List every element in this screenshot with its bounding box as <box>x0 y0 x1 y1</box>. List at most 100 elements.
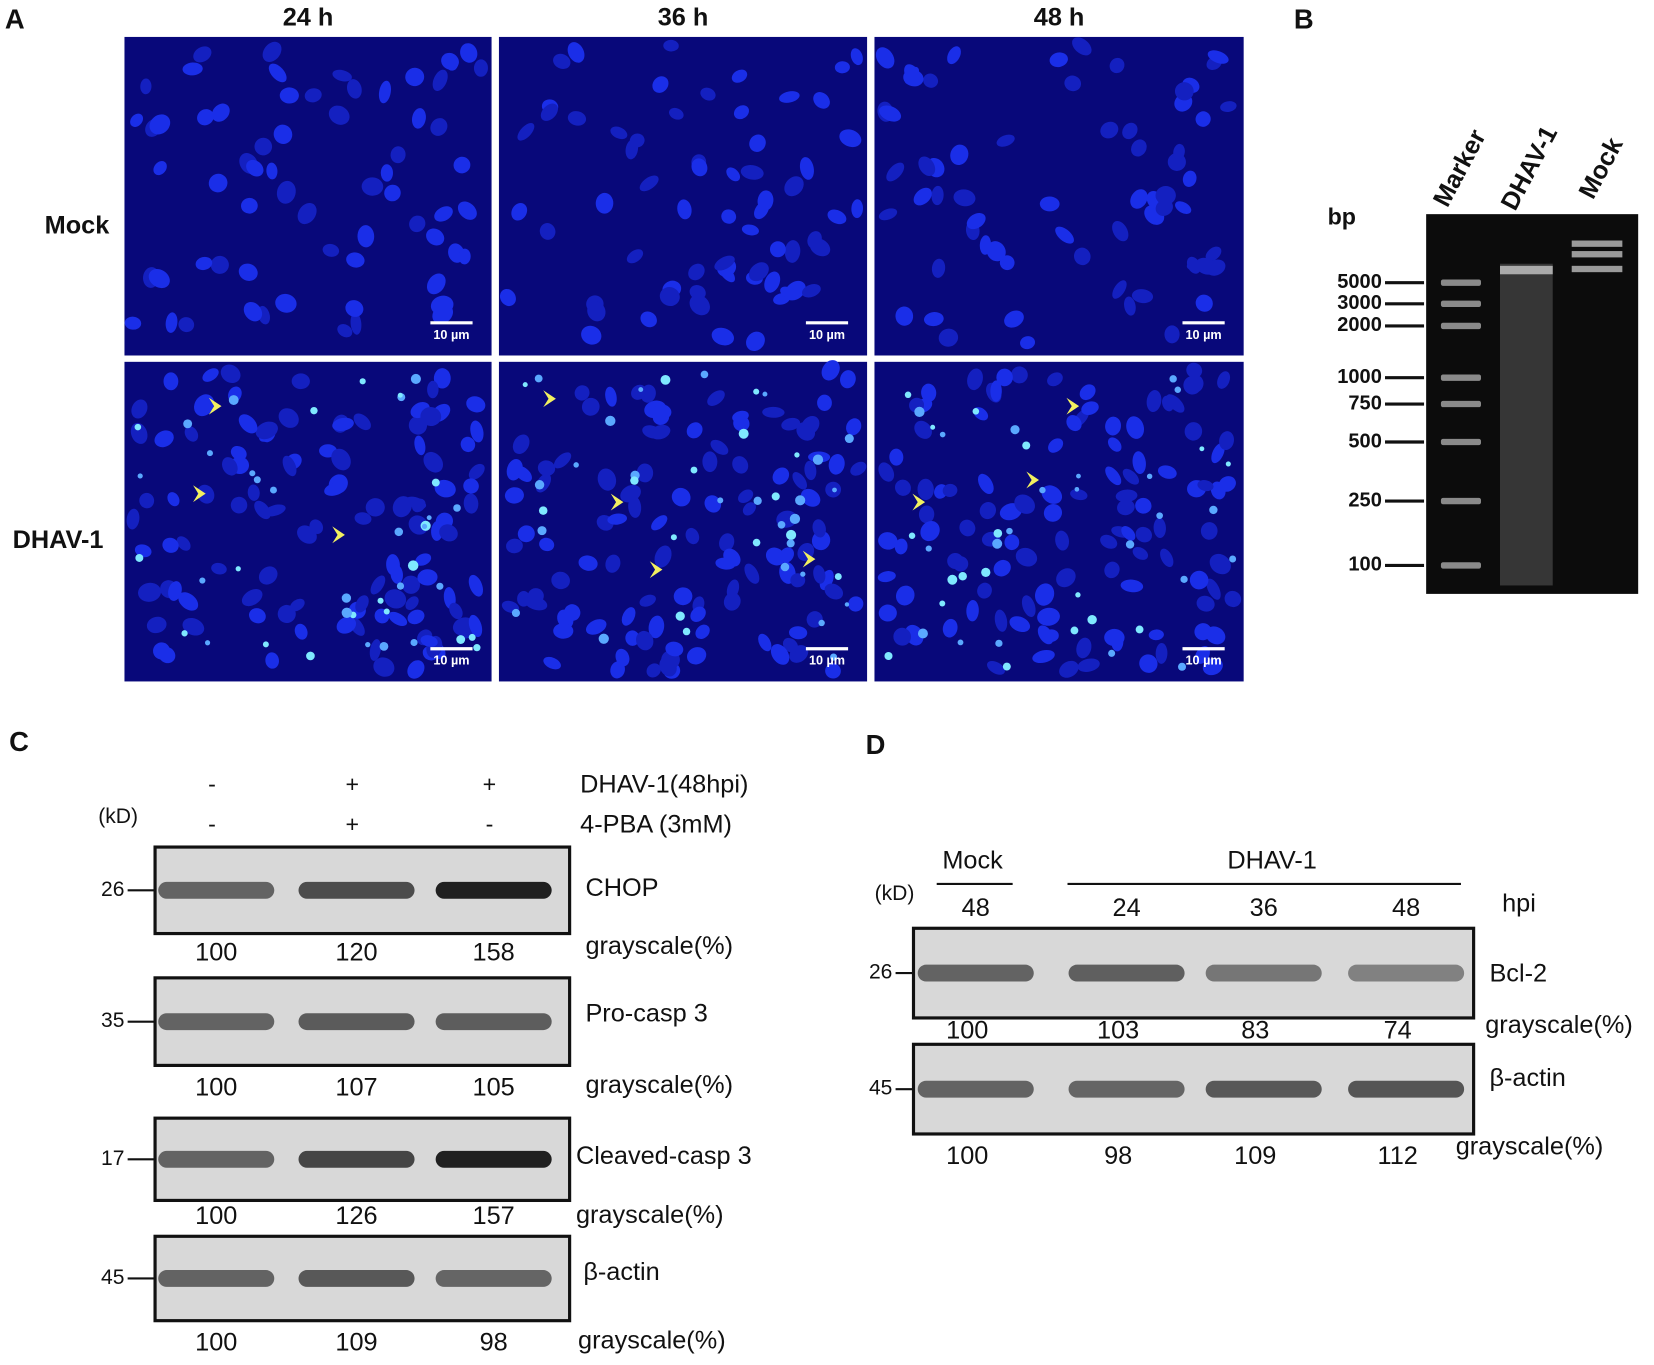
nucleus <box>895 585 915 606</box>
nucleus <box>996 368 1013 387</box>
nucleus <box>499 288 516 307</box>
treatment-sign: - <box>486 811 494 837</box>
band <box>158 1013 275 1031</box>
nucleus <box>1153 517 1166 539</box>
blot-name: Cleaved-casp 3 <box>576 1142 752 1170</box>
nucleus <box>894 479 911 496</box>
kd-label: 45 <box>869 1077 892 1100</box>
apoptotic-nucleus <box>573 462 579 468</box>
nucleus <box>430 118 448 136</box>
nucleus <box>441 52 459 70</box>
nucleus <box>551 571 570 590</box>
blot-name: CHOP <box>585 874 658 902</box>
nucleus <box>813 565 826 584</box>
nucleus <box>1122 468 1140 485</box>
nucleus <box>527 588 544 604</box>
nucleus <box>220 364 241 384</box>
apoptotic-nucleus <box>262 641 269 648</box>
nucleus <box>721 209 737 224</box>
apoptotic-nucleus <box>818 619 825 627</box>
nucleus <box>433 368 451 389</box>
nucleus <box>895 306 914 326</box>
nucleus <box>1048 438 1064 453</box>
nucleus <box>370 575 386 595</box>
nucleus <box>1124 296 1136 316</box>
nucleus <box>1004 310 1024 328</box>
nucleus <box>711 327 735 346</box>
nucleus <box>258 566 278 585</box>
apoptotic-nucleus <box>844 602 850 607</box>
band <box>1348 964 1465 982</box>
nucleus <box>275 293 297 313</box>
nucleus <box>1160 548 1174 568</box>
apoptotic-nucleus <box>771 492 780 501</box>
nucleus <box>848 596 864 612</box>
nucleus <box>1183 376 1202 395</box>
nucleus <box>1004 534 1020 551</box>
arrowhead <box>193 485 206 503</box>
nucleus <box>1173 143 1185 161</box>
kd-label: 45 <box>101 1266 124 1289</box>
nucleus <box>1184 422 1203 441</box>
grayscale-caption: grayscale(%) <box>1456 1132 1604 1160</box>
ladder-band <box>1440 300 1482 307</box>
nucleus <box>439 524 458 542</box>
nucleus <box>1175 201 1192 214</box>
scale-bar-label: 10 µm <box>433 654 469 668</box>
nucleus <box>685 527 700 545</box>
nucleus <box>780 286 798 300</box>
nucleus <box>950 144 969 166</box>
nucleus <box>468 463 485 480</box>
blot-name: β-actin <box>583 1258 659 1286</box>
nucleus <box>917 478 934 501</box>
nucleus <box>1011 366 1028 384</box>
nucleus <box>1104 561 1120 579</box>
ladder-band <box>1440 322 1482 330</box>
nucleus <box>966 212 986 230</box>
scale-bar-label: 10 µm <box>433 328 469 342</box>
ladder-label: 750 <box>1348 392 1381 414</box>
nucleus <box>1219 431 1235 450</box>
apoptotic-nucleus <box>1076 473 1081 479</box>
ladder-band <box>1440 279 1482 286</box>
nucleus <box>540 103 558 121</box>
apoptotic-nucleus <box>752 538 761 547</box>
treatment-sign: + <box>346 771 360 797</box>
nucleus <box>707 390 725 406</box>
nucleus <box>1043 503 1063 522</box>
nucleus <box>211 562 227 575</box>
nucleus <box>1162 395 1174 412</box>
apoptotic-nucleus <box>795 495 806 506</box>
nucleus <box>952 556 969 572</box>
nucleus <box>184 426 199 442</box>
nucleus <box>966 599 979 622</box>
apoptotic-nucleus <box>511 608 520 618</box>
nucleus <box>581 325 602 345</box>
grayscale-value: 100 <box>195 1073 237 1101</box>
nucleus <box>812 519 826 538</box>
blot-name: Pro-casp 3 <box>585 999 707 1027</box>
nucleus <box>726 579 740 599</box>
nucleus <box>1186 362 1203 379</box>
band <box>158 1150 275 1168</box>
nucleus <box>1189 570 1209 590</box>
apoptotic-nucleus <box>675 611 685 621</box>
nucleus <box>700 87 716 101</box>
nucleus <box>427 380 439 399</box>
nucleus <box>1206 578 1221 600</box>
nucleus <box>415 553 432 566</box>
ladder-label: 250 <box>1348 489 1381 511</box>
nucleus <box>733 105 749 120</box>
smear <box>1499 263 1553 586</box>
nucleus <box>197 484 215 504</box>
nucleus <box>828 454 845 475</box>
apoptotic-nucleus <box>359 378 366 385</box>
column-label: 24 h <box>283 4 334 32</box>
nucleus <box>1195 294 1213 312</box>
apoptotic-nucleus <box>1010 425 1020 435</box>
nucleus <box>346 252 365 268</box>
nucleus <box>918 156 936 176</box>
nucleus <box>322 243 340 257</box>
nucleus <box>744 563 760 584</box>
nucleus <box>758 633 772 652</box>
